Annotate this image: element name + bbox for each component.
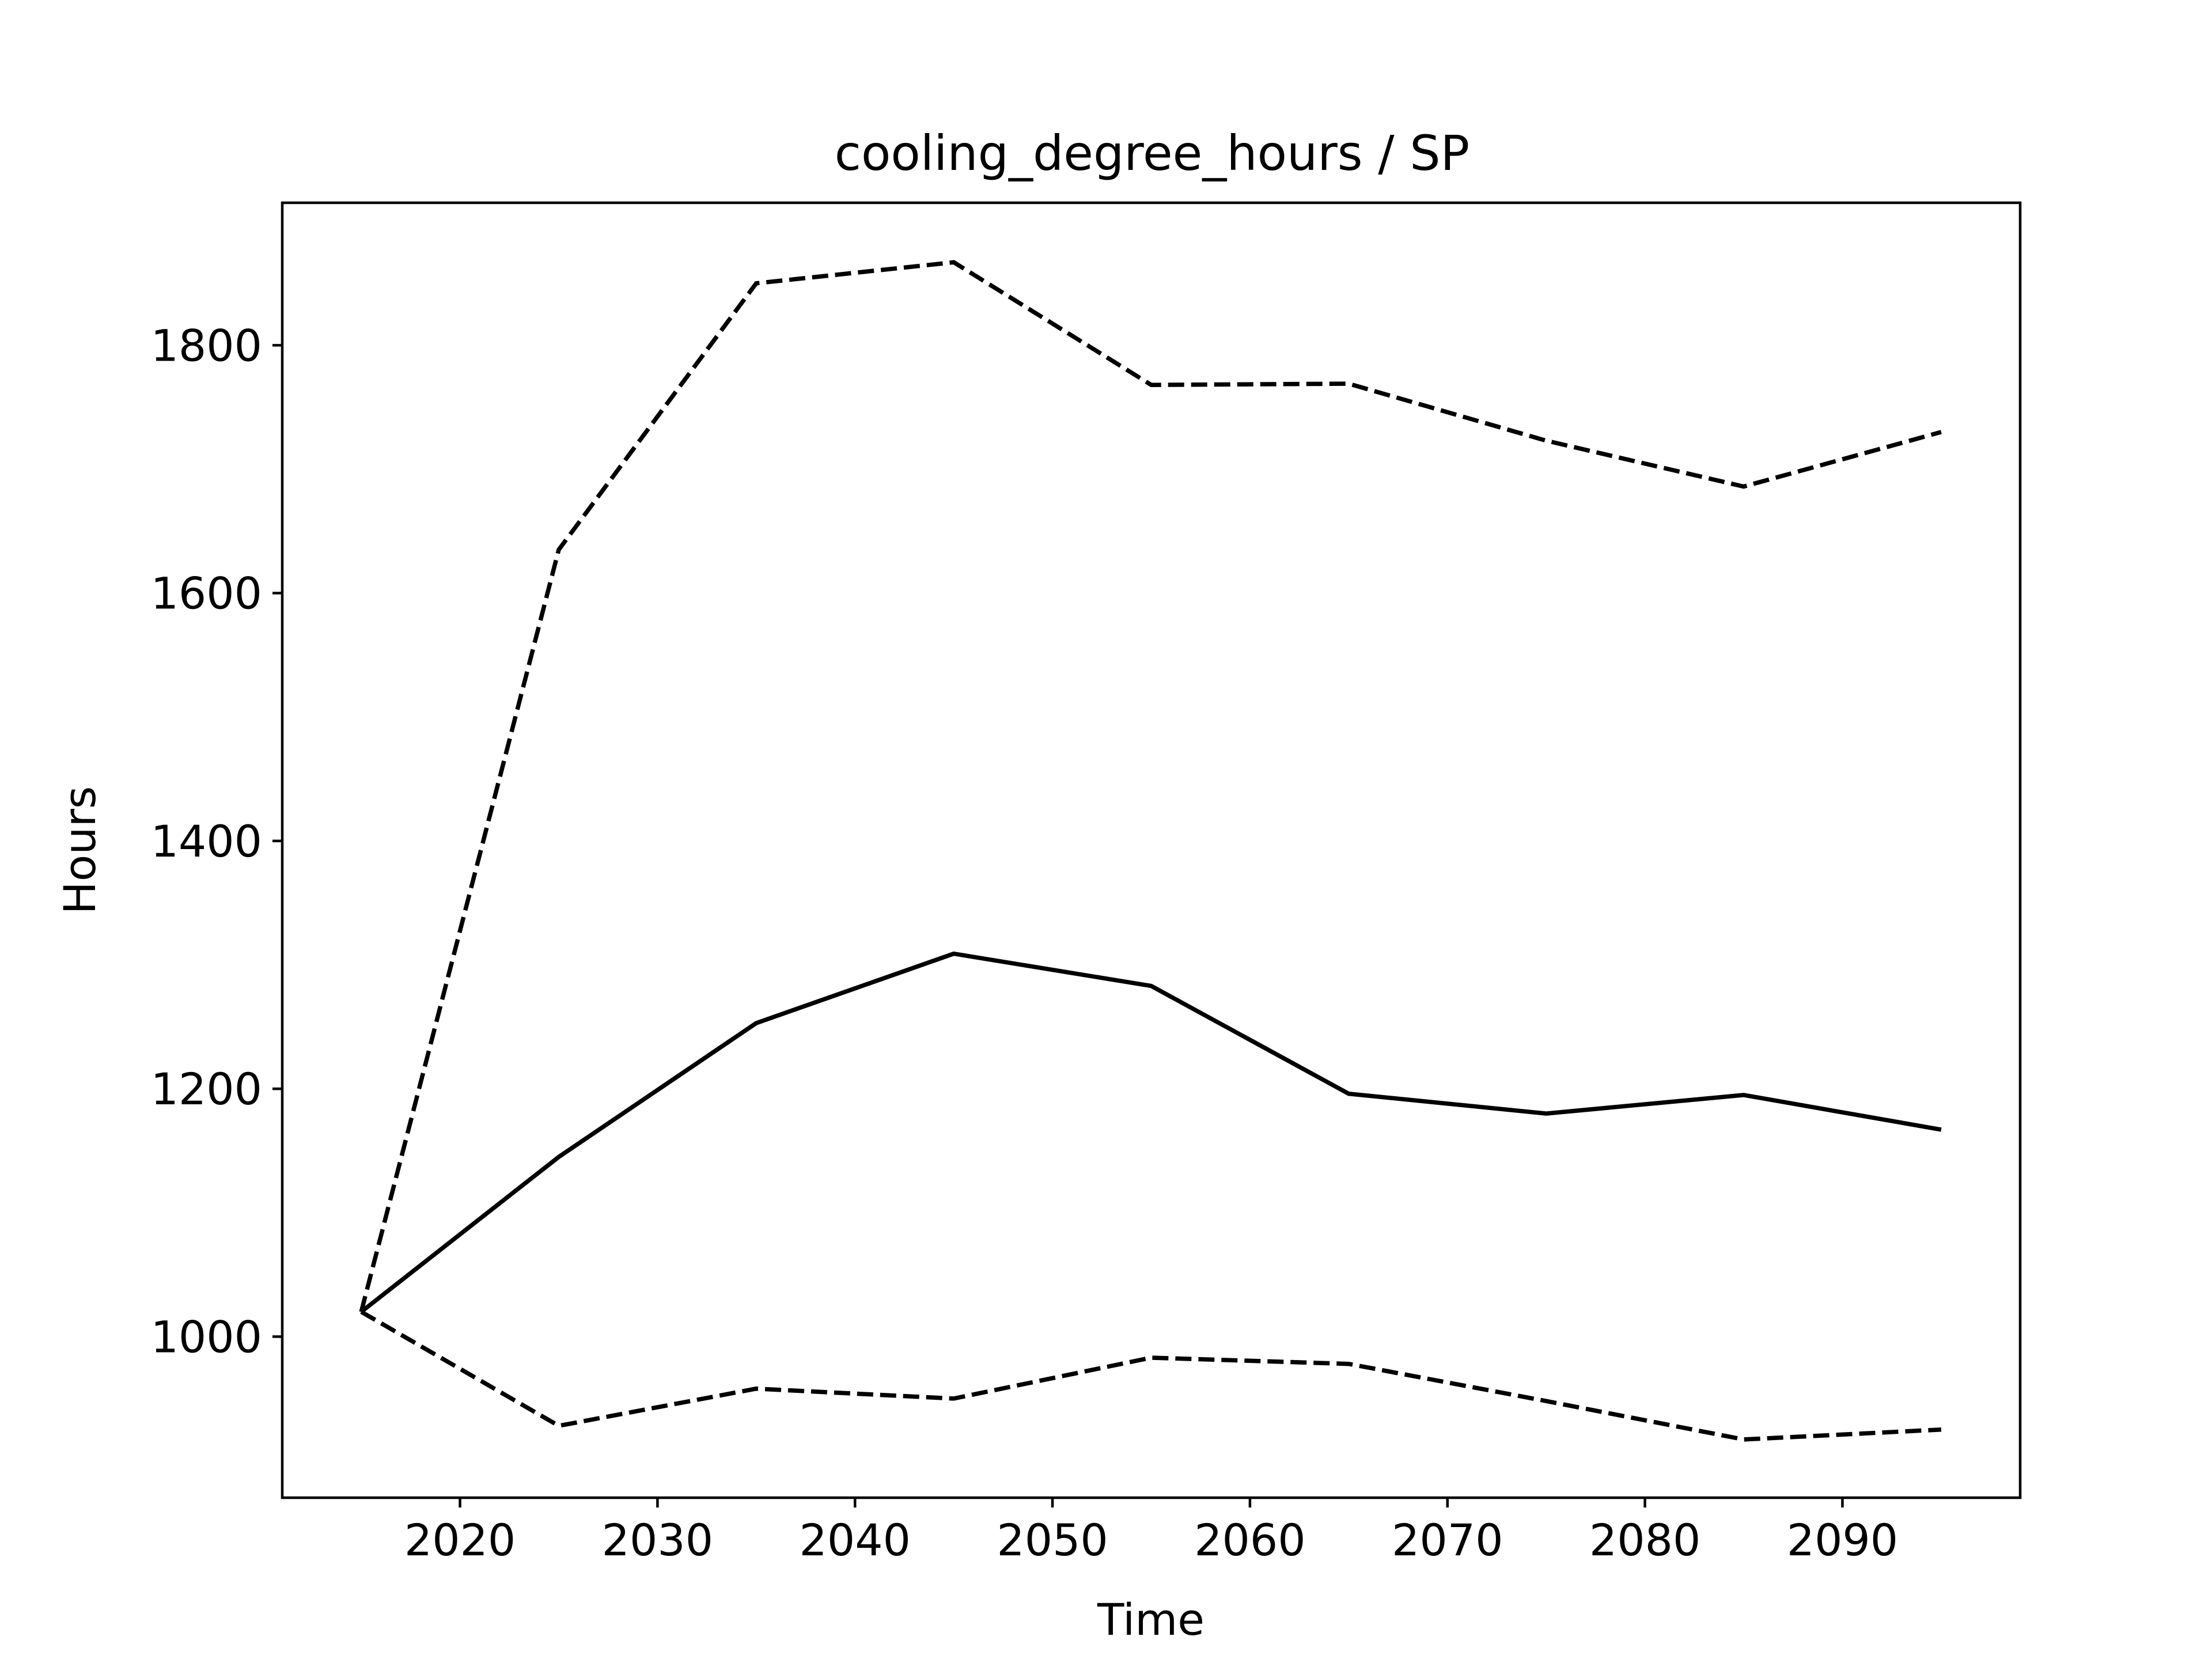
x-axis-label: Time: [1097, 1594, 1205, 1645]
chart-title: cooling_degree_hours / SP: [835, 125, 1469, 181]
y-axis-label: Hours: [54, 786, 105, 915]
series-line-1: [359, 260, 1942, 1313]
y-tick-label: 1800: [151, 320, 262, 371]
x-tick-label: 2070: [1392, 1514, 1503, 1566]
series-layer: [359, 260, 1942, 1442]
series-line-2: [359, 951, 1942, 1314]
x-tick-label: 2030: [602, 1514, 713, 1566]
x-tick-label: 2090: [1787, 1514, 1898, 1566]
plot-frame: [281, 201, 2022, 1499]
x-tick-label: 2020: [404, 1514, 516, 1566]
y-tick-label: 1200: [151, 1063, 262, 1115]
y-tick-label: 1400: [151, 816, 262, 867]
x-tick-label: 2080: [1589, 1514, 1700, 1566]
x-tick-label: 2060: [1194, 1514, 1305, 1566]
x-tick-label: 2050: [997, 1514, 1108, 1566]
x-tick-label: 2040: [800, 1514, 911, 1566]
y-tick-label: 1600: [151, 568, 262, 619]
series-line-3: [360, 1310, 1942, 1442]
tick-layer: 2020 2030 2040 2050 2060 2070 2080 2090 1000 1200…: [151, 320, 1899, 1566]
y-tick-label: 1000: [151, 1311, 262, 1362]
